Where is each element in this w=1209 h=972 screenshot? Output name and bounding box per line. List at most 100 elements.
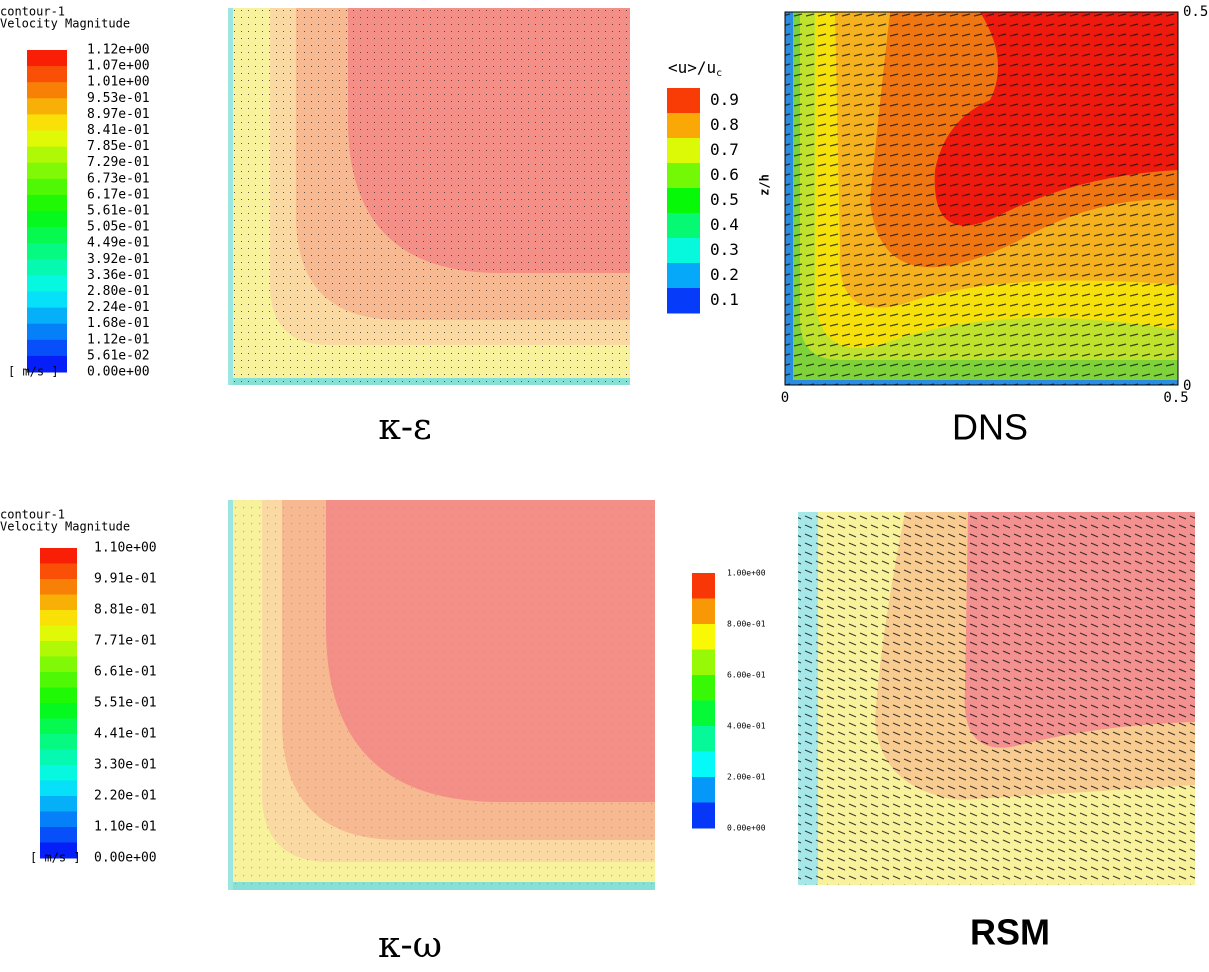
colorbar-label: 3.92e-01 <box>87 252 150 267</box>
colorbar-band <box>27 82 67 99</box>
colorbar-band <box>27 162 67 180</box>
colorbar-band <box>40 811 77 828</box>
axis-label: 0.5 <box>1163 390 1188 406</box>
colorbar-label: 8.00e-01 <box>727 620 766 629</box>
colorbar-band <box>27 275 67 292</box>
colorbar-band <box>40 827 77 843</box>
colorbar-label: 0.7 <box>710 140 739 159</box>
legend-title: contour-1 <box>0 508 65 522</box>
plot-rsm <box>798 512 1195 885</box>
caption: κ-ω <box>378 925 442 966</box>
colorbar-label: 1.12e+00 <box>87 43 150 58</box>
colorbar-band <box>27 259 67 276</box>
colorbar-label: 0.9 <box>710 90 739 109</box>
colorbar-band <box>27 114 67 131</box>
colorbar-band <box>40 718 77 735</box>
colorbar-band <box>27 227 67 244</box>
colorbar-band <box>40 563 77 580</box>
colorbar-label: 0.4 <box>710 215 739 234</box>
colorbar-band <box>667 113 700 139</box>
colorbar-band <box>692 675 715 701</box>
colorbar-band <box>27 66 67 83</box>
colorbar-label: 5.61e-02 <box>87 348 150 363</box>
legend-unit: [ m/s ] <box>8 365 59 379</box>
colorbar-label: 1.10e+00 <box>94 541 157 556</box>
colorbar-label: 0.5 <box>710 190 739 209</box>
colorbar-band <box>27 130 67 148</box>
colorbar-label: 1.01e+00 <box>87 75 150 90</box>
colorbar-label: 7.85e-01 <box>87 139 150 154</box>
colorbar-band <box>40 765 77 781</box>
colorbar-band <box>27 339 67 357</box>
colorbar-band <box>27 178 67 196</box>
colorbar-band <box>667 188 700 214</box>
colorbar-label: 3.30e-01 <box>94 758 157 773</box>
colorbar-label: 5.51e-01 <box>94 696 157 711</box>
legend-title-sub: c <box>716 68 722 79</box>
colorbar-band <box>27 98 67 115</box>
legend-title-main: <u>/u <box>668 58 716 77</box>
colorbar-label: 4.41e-01 <box>94 727 157 742</box>
colorbar-label: 9.53e-01 <box>87 91 150 106</box>
colorbar-label: 2.80e-01 <box>87 284 150 299</box>
colorbar-label: 0.6 <box>710 165 739 184</box>
colorbar-band <box>667 288 700 314</box>
colorbar-band <box>27 194 67 212</box>
colorbar-band <box>40 594 77 611</box>
colorbar-band <box>40 842 77 859</box>
legend-title: Velocity Magnitude <box>0 17 130 31</box>
axis-title: z/h <box>758 174 772 196</box>
colorbar-band <box>27 355 67 373</box>
colorbar-band <box>40 625 77 642</box>
colorbar-label: 8.41e-01 <box>87 123 150 138</box>
colorbar-label: 6.00e-01 <box>727 671 766 680</box>
colorbar-band <box>40 687 77 704</box>
colorbar-band <box>692 598 715 625</box>
colorbar-band <box>40 610 77 626</box>
colorbar-band <box>667 213 700 239</box>
colorbar-label: 6.61e-01 <box>94 665 157 680</box>
caption: DNS <box>952 407 1028 448</box>
plot-dns <box>784 11 1179 386</box>
colorbar-band <box>667 138 700 164</box>
caption: RSM <box>970 912 1050 953</box>
legend-title: <u>/uc <box>668 58 722 80</box>
colorbar-label: 8.81e-01 <box>94 603 157 618</box>
colorbar-label: 0.00e+00 <box>94 851 157 866</box>
colorbar-label: 9.91e-01 <box>94 572 157 587</box>
colorbar-band <box>692 726 715 752</box>
caption: κ-ε <box>378 407 431 448</box>
plot-k-omega <box>228 500 655 890</box>
colorbar-band <box>692 802 715 829</box>
legend-unit: [ m/s ] <box>30 851 81 865</box>
axis-label: 0.5 <box>1183 4 1208 20</box>
colorbar-label: 4.00e-01 <box>727 722 766 731</box>
colorbar-band <box>692 649 715 676</box>
colorbar-band <box>40 734 77 750</box>
colorbar-band <box>692 751 715 778</box>
colorbar-band <box>27 146 67 164</box>
colorbar-band <box>27 291 67 309</box>
colorbar-label: 0.8 <box>710 115 739 134</box>
colorbar-label: 6.73e-01 <box>87 171 150 186</box>
colorbar-band <box>692 624 715 650</box>
colorbar-label: 5.05e-01 <box>87 220 150 235</box>
colorbar-label: 0.00e+00 <box>87 365 150 380</box>
colorbar-label: 1.12e-01 <box>87 332 150 347</box>
colorbar-band <box>27 211 67 228</box>
colorbar-band <box>27 243 67 260</box>
axis-label: 0 <box>1183 378 1191 394</box>
colorbar-label: 2.24e-01 <box>87 300 150 315</box>
colorbar-band <box>40 548 77 564</box>
colorbar-label: 6.17e-01 <box>87 187 150 202</box>
colorbar-label: 1.68e-01 <box>87 316 150 331</box>
colorbar-label: 5.61e-01 <box>87 204 150 219</box>
colorbar-label: 2.20e-01 <box>94 789 157 804</box>
colorbar-label: 4.49e-01 <box>87 236 150 251</box>
colorbar-label: 0.3 <box>710 240 739 259</box>
colorbar-band <box>692 700 715 727</box>
colorbar-label: 7.71e-01 <box>94 634 157 649</box>
legend-title: contour-1 <box>0 5 65 19</box>
